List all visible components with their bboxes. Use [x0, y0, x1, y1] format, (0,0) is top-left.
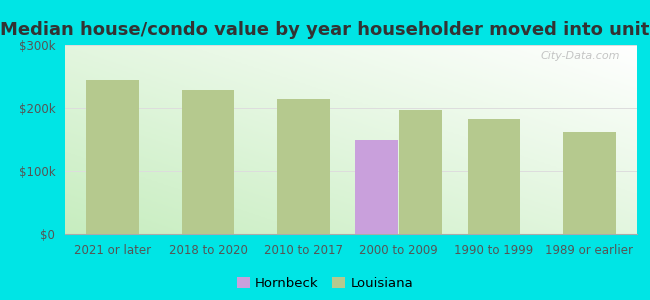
Bar	[355, 140, 398, 234]
Text: Median house/condo value by year householder moved into unit: Median house/condo value by year househo…	[0, 21, 650, 39]
Bar	[277, 98, 330, 234]
Bar	[468, 119, 520, 234]
Bar	[86, 80, 139, 234]
Bar	[400, 110, 443, 234]
Bar	[182, 90, 234, 234]
Bar	[563, 132, 616, 234]
Text: City-Data.com: City-Data.com	[540, 51, 620, 61]
Legend: Hornbeck, Louisiana: Hornbeck, Louisiana	[237, 278, 413, 290]
